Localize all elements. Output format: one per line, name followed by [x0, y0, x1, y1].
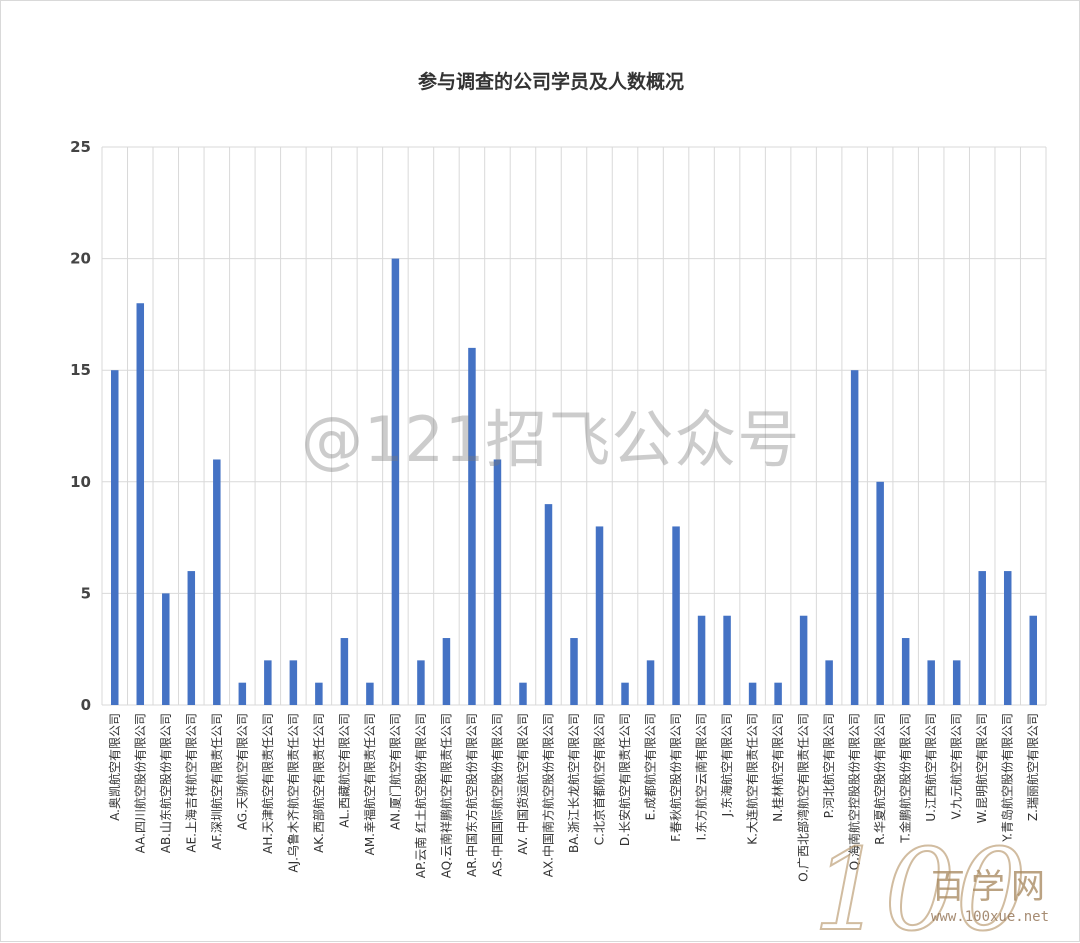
- x-tick-label: W.昆明航空有限公司: [974, 713, 989, 823]
- x-tick-label: AS.中国国际航空股份有限公司: [489, 713, 504, 877]
- x-tick-label: V.九元航空有限公司: [949, 713, 964, 819]
- bar-8: [315, 682, 323, 705]
- x-tick-label: O.广西北部湾航空有限责任公司: [796, 713, 811, 882]
- logo-brand-name: 百学网: [931, 867, 1051, 907]
- bar-36: [1029, 615, 1037, 705]
- x-tick-label: Q.海南航空控股股份有限公司: [847, 713, 862, 870]
- bar-11: [391, 258, 400, 705]
- bar-16: [519, 682, 527, 705]
- y-tick-label: 25: [70, 138, 91, 156]
- bar-30: [876, 481, 884, 705]
- x-tick-label: P.河北航空有限公司: [821, 713, 836, 818]
- bar-1: [136, 303, 145, 705]
- x-tick-label: AE.上海吉祥航空有限公司: [183, 713, 198, 853]
- y-tick-label: 15: [70, 361, 91, 379]
- x-tick-label: F.春秋航空股份有限公司: [668, 713, 683, 842]
- bar-34: [978, 571, 986, 705]
- x-tick-label: Z.瑞丽航空有限公司: [1025, 713, 1040, 821]
- bar-17: [544, 504, 553, 705]
- x-tick-label: BA.浙江长龙航空有限公司: [566, 713, 581, 853]
- x-tick-label: AJ.乌鲁木齐航空有限责任公司: [285, 713, 300, 873]
- x-tick-label: E.成都航空有限公司: [643, 713, 658, 820]
- bar-3: [187, 571, 196, 705]
- bar-18: [570, 638, 578, 705]
- logo-url: www.100xue.net: [931, 909, 1050, 925]
- y-tick-label: 0: [81, 696, 91, 714]
- bar-22: [672, 526, 680, 705]
- bar-26: [774, 682, 782, 705]
- bar-9: [340, 638, 349, 705]
- x-tick-label: I.东方航空云南有限公司: [694, 713, 709, 840]
- logo-mark: 100: [812, 831, 1028, 936]
- chart-title: 参与调查的公司学员及人数概况: [418, 70, 684, 93]
- bar-31: [901, 638, 910, 705]
- bar-33: [952, 660, 961, 705]
- bar-23: [697, 615, 706, 705]
- bar-15: [493, 459, 502, 705]
- bar-35: [1003, 571, 1012, 705]
- bar-10: [366, 682, 374, 705]
- bar-13: [442, 638, 451, 705]
- x-tick-label: U.江西航空有限公司: [923, 713, 938, 822]
- x-tick-label: AH.天津航空有限责任公司: [260, 713, 275, 854]
- x-tick-label: AL.西藏航空有限公司: [336, 713, 351, 828]
- x-tick-label: AM.幸福航空有限责任公司: [362, 713, 377, 855]
- bar-28: [825, 660, 833, 705]
- x-tick-label: C.北京首都航空有限公司: [592, 713, 607, 845]
- bar-20: [621, 682, 629, 705]
- bar-21: [646, 660, 655, 705]
- x-tick-label: D.长安航空有限责任公司: [617, 713, 632, 846]
- svg-text:100: 100: [813, 831, 1027, 936]
- y-tick-label: 10: [70, 473, 91, 491]
- x-tick-label: AG.天骄航空有限公司: [234, 713, 249, 830]
- bar-24: [723, 615, 731, 705]
- bar-12: [417, 660, 425, 705]
- y-axis-ticks: 0 5 10 15 20 25: [70, 138, 91, 714]
- bar-29: [850, 370, 859, 705]
- bar-27: [799, 615, 808, 705]
- x-tick-label: N.桂林航空有限公司: [770, 713, 785, 822]
- x-tick-label: AK.西部航空有限责任公司: [311, 713, 326, 853]
- x-tick-label: AP.云南 红土航空股份有限公司: [413, 713, 428, 878]
- x-tick-label: AR.中国东方航空股份有限公司: [464, 713, 479, 877]
- bar-6: [264, 660, 272, 705]
- watermark-text: @121招飞公众号: [301, 403, 801, 476]
- x-tick-label: T.金鹏航空股份有限公司: [898, 713, 913, 844]
- x-tick-label: AA.四川航空股份有限公司: [132, 713, 147, 853]
- x-axis-labels: A.奥凯航空有限公司 AA.四川航空股份有限公司 AB.山东航空股份有限公司 AE.上…: [107, 713, 1040, 882]
- x-tick-label: AQ.云南祥鹏航空有限责任公司: [438, 713, 453, 878]
- x-tick-label: AB.山东航空股份有限公司: [158, 713, 173, 853]
- x-tick-label: AF.深圳航空有限责任公司: [209, 713, 224, 850]
- bars: [111, 258, 1037, 705]
- bar-0: [111, 370, 119, 705]
- x-tick-label: AV. 中国货运航空有限公司: [515, 713, 530, 855]
- x-tick-label: AX.中国南方航空股份有限公司: [540, 713, 555, 877]
- bar-25: [748, 682, 757, 705]
- y-tick-label: 20: [70, 250, 91, 268]
- bar-7: [289, 660, 298, 705]
- bar-2: [162, 593, 170, 705]
- x-tick-label: Y.青岛航空股份有限公司: [1000, 713, 1015, 843]
- bar-4: [213, 459, 221, 705]
- bar-5: [238, 682, 247, 705]
- bar-32: [927, 660, 935, 705]
- x-tick-label: R.华夏航空股份有限公司: [872, 713, 887, 845]
- y-tick-label: 5: [81, 584, 91, 602]
- x-tick-label: AN.厦门航空有限公司: [387, 713, 402, 830]
- bar-19: [595, 526, 604, 705]
- x-tick-label: A.奥凯航空有限公司: [107, 713, 122, 821]
- x-tick-label: K.大连航空有限责任公司: [745, 713, 760, 845]
- bar-14: [468, 347, 476, 705]
- x-tick-label: J.东海航空有限公司: [719, 713, 734, 817]
- grid-lines: [101, 146, 1047, 706]
